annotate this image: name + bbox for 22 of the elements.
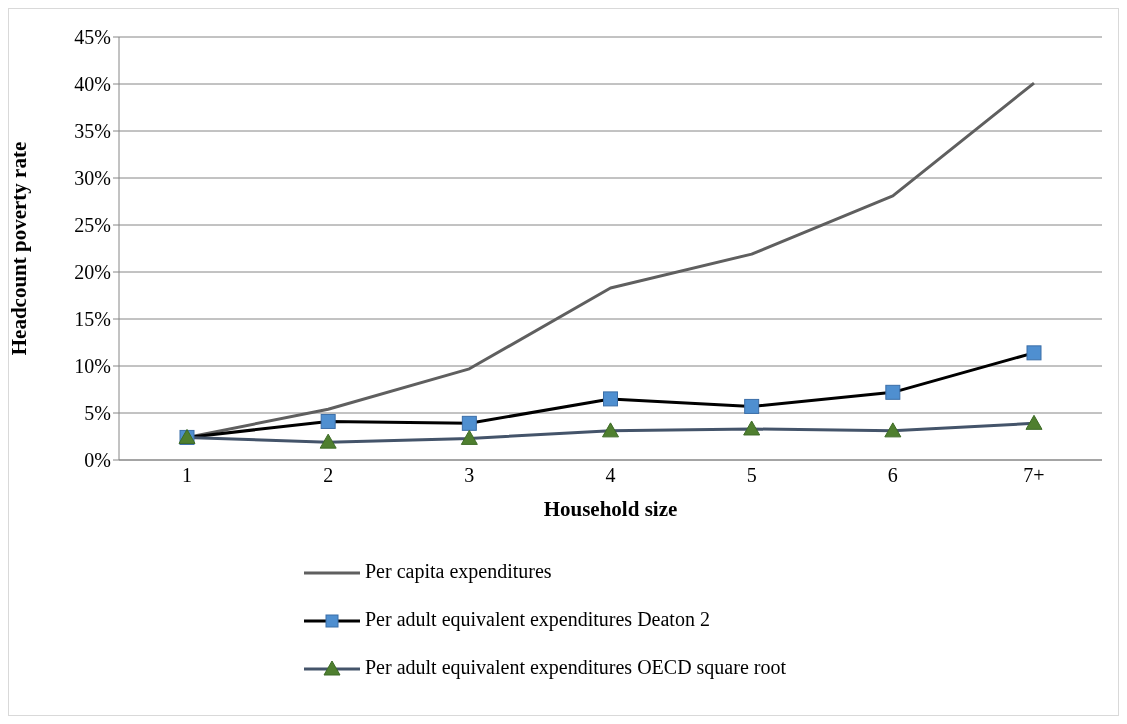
- y-tick-label: 40%: [74, 73, 111, 96]
- y-tick-label: 35%: [74, 120, 111, 143]
- y-tick-label: 45%: [74, 26, 111, 49]
- x-tick-label: 2: [323, 464, 334, 487]
- x-tick-label: 1: [182, 464, 192, 487]
- y-tick-label: 5%: [84, 402, 111, 425]
- x-tick-label: 5: [746, 464, 757, 487]
- y-axis-title: Headcount poverty rate: [7, 141, 32, 356]
- x-tick-label: 4: [605, 464, 616, 487]
- x-tick-label: 6: [887, 464, 898, 487]
- y-tick-label: 15%: [74, 308, 111, 331]
- x-tick-label: 7+: [1023, 464, 1045, 487]
- y-tick-label: 20%: [74, 261, 111, 284]
- legend-label: Per adult equivalent expenditures OECD square root: [365, 656, 786, 678]
- y-tick-label: 0%: [84, 449, 111, 472]
- legend-label: Per adult equivalent expenditures Deaton 2: [365, 608, 710, 630]
- y-tick-label: 25%: [74, 214, 111, 237]
- legend-label: Per capita expenditures: [365, 560, 552, 582]
- y-tick-label: 30%: [74, 167, 111, 190]
- y-tick-label: 10%: [74, 355, 111, 378]
- x-tick-label: 3: [464, 464, 475, 487]
- x-axis-title: Household size: [543, 497, 678, 521]
